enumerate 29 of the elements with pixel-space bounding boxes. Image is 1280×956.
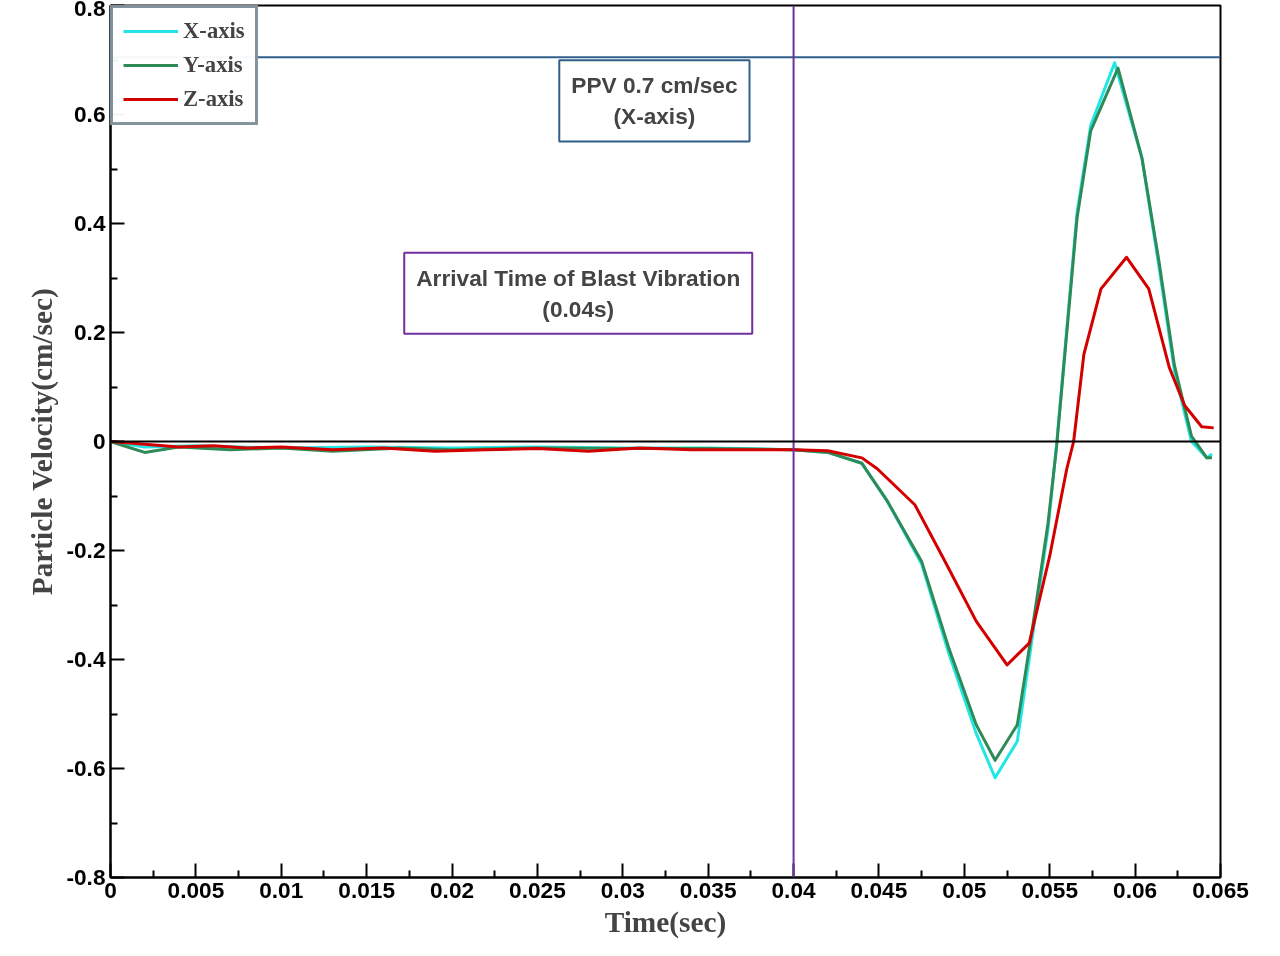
ref-line-label: Arrival Time of Blast Vibration (0.04s) xyxy=(416,264,741,322)
y-tick-label: -0.8 xyxy=(66,864,106,890)
x-axis-title: Time(sec) xyxy=(604,905,727,939)
y-tick-label: 0.2 xyxy=(74,319,106,345)
x-tick-label: 0.045 xyxy=(850,876,908,903)
y-tick-label: 0.8 xyxy=(74,0,106,21)
x-tick-label: 0.015 xyxy=(338,876,396,903)
ref-line-label: PPV 0.7 cm/sec (X-axis) xyxy=(571,72,738,130)
x-tick-label: 0.03 xyxy=(600,876,645,903)
y-tick-label: 0.6 xyxy=(74,101,106,127)
x-tick-label: 0.01 xyxy=(259,876,304,903)
y-axis-title: Particle Velocity(cm/sec) xyxy=(26,288,60,596)
legend-label: Y-axis xyxy=(183,52,243,78)
legend-label: Z-axis xyxy=(183,86,244,112)
y-tick-label: -0.2 xyxy=(66,537,106,563)
legend-label: X-axis xyxy=(183,18,245,44)
x-tick-label: 0.035 xyxy=(679,876,737,903)
x-tick-label: 0.025 xyxy=(509,876,566,903)
x-tick-label: 0.02 xyxy=(429,876,475,903)
x-tick-label: 0.005 xyxy=(167,876,225,903)
x-tick-label: 0.055 xyxy=(1021,876,1079,903)
y-tick-label: 0.4 xyxy=(74,210,106,236)
x-tick-label: 0.05 xyxy=(942,876,987,903)
y-tick-label: -0.4 xyxy=(66,646,106,672)
y-tick-label: -0.6 xyxy=(66,755,106,781)
x-tick-label: 0.04 xyxy=(771,876,817,903)
y-tick-label: 0 xyxy=(92,428,106,454)
x-tick-label: 0.06 xyxy=(1113,876,1158,903)
x-tick-label: 0.065 xyxy=(1192,876,1249,903)
